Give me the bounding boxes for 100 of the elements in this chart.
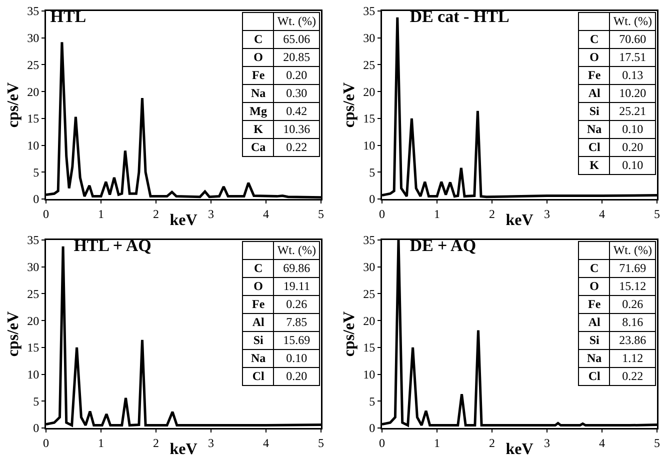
annotation: O <box>590 50 600 64</box>
y-tick-label: 10 <box>363 138 376 152</box>
x-tick-label: 5 <box>318 436 324 450</box>
y-tick-label: 5 <box>33 165 40 180</box>
annotation: 0.22 <box>274 138 320 156</box>
x-tick-label: 4 <box>599 436 605 450</box>
annotation: 8.16 <box>610 314 656 332</box>
x-tick-label: 2 <box>489 206 495 221</box>
annotation: Na <box>251 351 266 365</box>
annotation: 0.10 <box>610 156 656 174</box>
y-tick-label: 35 <box>363 4 376 18</box>
annotation: K <box>590 158 600 172</box>
y-tick-label: 25 <box>27 58 40 72</box>
annotation: 69.86 <box>274 260 320 278</box>
x-tick-label: 2 <box>489 436 495 450</box>
annotation: 10.36 <box>274 120 320 138</box>
x-tick-label: 1 <box>98 436 104 450</box>
annotation: Ca <box>251 140 266 154</box>
annotation: Wt. (%) <box>610 242 656 260</box>
x-tick-label: 0 <box>43 206 49 221</box>
y-tick-label: 30 <box>27 31 40 46</box>
chart-title: HTL + AQ <box>74 236 152 256</box>
y-tick-label: 15 <box>27 112 40 126</box>
annotation: 70.60 <box>610 30 656 48</box>
x-tick-label: 4 <box>263 206 269 221</box>
x-tick-label: 1 <box>434 206 440 221</box>
annotation: 20.85 <box>274 48 320 66</box>
y-tick-label: 30 <box>363 31 376 46</box>
y-tick-label: 25 <box>363 58 376 72</box>
x-tick-label: 5 <box>654 206 660 221</box>
y-tick-label: 20 <box>27 314 40 328</box>
annotation: 1.12 <box>610 350 656 368</box>
x-tick-label: 5 <box>318 206 324 221</box>
y-tick-label: 10 <box>27 138 40 152</box>
x-tick-label: 0 <box>379 206 385 221</box>
annotation: Cl <box>588 140 600 154</box>
y-tick-label: 10 <box>27 367 40 382</box>
y-tick-label: 5 <box>369 165 376 180</box>
x-tick-label: 0 <box>43 436 49 450</box>
x-tick-label: 1 <box>434 436 440 450</box>
annotation: 7.85 <box>274 314 320 332</box>
annotation: Fe <box>252 68 265 82</box>
annotation: Al <box>588 86 600 100</box>
annotation: 0.13 <box>610 66 656 84</box>
x-tick-label: 3 <box>544 436 550 450</box>
annotation: 0.22 <box>610 368 656 386</box>
annotation: 0.42 <box>274 102 320 120</box>
y-tick-label: 20 <box>363 84 376 99</box>
annotation: Wt. (%) <box>274 12 320 30</box>
x-tick-label: 3 <box>208 206 214 221</box>
annotation: Mg <box>250 104 267 118</box>
annotation: K <box>254 122 264 136</box>
annotation: 23.86 <box>610 332 656 350</box>
annotation: Cl <box>588 369 600 383</box>
annotation: Al <box>252 315 264 329</box>
annotation: 0.20 <box>610 138 656 156</box>
x-tick-label: 3 <box>544 206 550 221</box>
y-tick-label: 0 <box>369 192 376 206</box>
x-axis-title: keV <box>170 441 198 458</box>
y-tick-label: 35 <box>27 233 40 248</box>
annotation: Wt. (%) <box>610 12 656 30</box>
y-tick-label: 15 <box>363 340 376 355</box>
x-axis-title: keV <box>506 441 534 458</box>
y-axis-title: cps/eV <box>5 310 22 357</box>
y-tick-label: 35 <box>27 4 40 18</box>
annotation: 0.20 <box>274 66 320 84</box>
y-tick-label: 30 <box>27 260 40 274</box>
annotation: Si <box>589 333 600 347</box>
annotation: 10.20 <box>610 84 656 102</box>
y-tick-label: 15 <box>27 340 40 355</box>
annotation: Si <box>589 104 600 118</box>
y-tick-label: 0 <box>33 421 40 436</box>
x-tick-label: 3 <box>208 436 214 450</box>
annotation: Na <box>587 122 602 136</box>
annotation: 17.51 <box>610 48 656 66</box>
annotation: 0.26 <box>610 296 656 314</box>
y-tick-label: 35 <box>363 233 376 248</box>
annotation: Fe <box>252 297 265 311</box>
annotation: 71.69 <box>610 260 656 278</box>
x-axis-title: keV <box>506 212 534 229</box>
x-tick-label: 4 <box>599 206 605 221</box>
annotation: 0.26 <box>274 296 320 314</box>
y-tick-label: 5 <box>33 394 40 408</box>
chart-title: DE cat - HTL <box>410 7 510 26</box>
y-axis-title: cps/eV <box>341 82 358 128</box>
annotation: 25.21 <box>610 102 656 120</box>
annotation: Fe <box>588 297 601 311</box>
x-tick-label: 5 <box>654 436 660 450</box>
chart-title: HTL <box>50 7 86 26</box>
annotation: 15.12 <box>610 278 656 296</box>
y-tick-label: 25 <box>363 286 376 301</box>
y-tick-label: 15 <box>363 112 376 126</box>
annotation: Cl <box>252 369 264 383</box>
annotation: Si <box>253 333 264 347</box>
annotation: C <box>590 261 599 275</box>
annotation: O <box>590 279 600 293</box>
annotation: O <box>254 50 264 64</box>
annotation: Na <box>251 86 266 100</box>
annotation: 65.06 <box>274 30 320 48</box>
annotation: 0.20 <box>274 368 320 386</box>
